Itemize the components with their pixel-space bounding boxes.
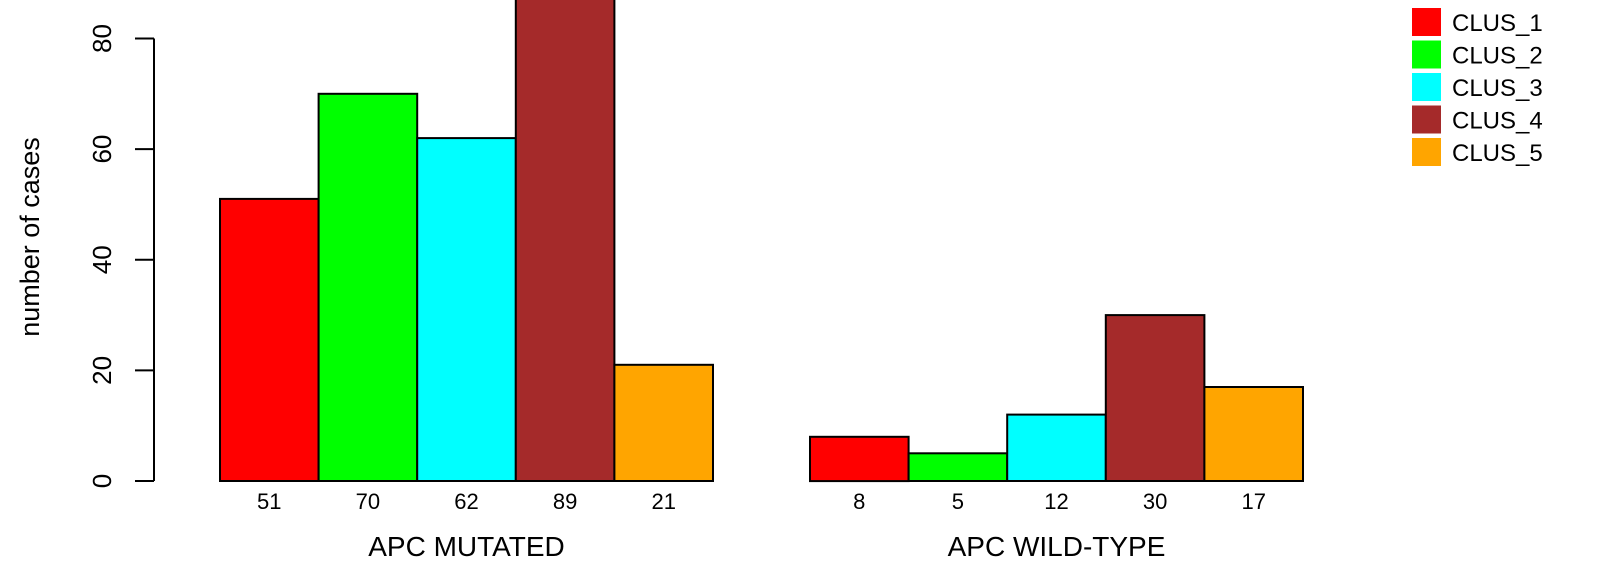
legend: CLUS_1 CLUS_2 CLUS_3 CLUS_4 CLUS_5 — [1412, 8, 1543, 167]
group-labels: APC MUTATED APC WILD-TYPE — [368, 531, 1165, 562]
bar-clus-4-group-1 — [514, 0, 616, 482]
legend-label: CLUS_4 — [1452, 108, 1543, 135]
legend-swatch-clus-1 — [1412, 8, 1441, 36]
bar-value-label: 30 — [1143, 489, 1167, 514]
y-tick-label: 0 — [87, 474, 117, 488]
bar-clus-1-group-2 — [809, 435, 910, 483]
legend-swatch-clus-2 — [1412, 40, 1441, 69]
y-axis-label: number of cases — [15, 137, 45, 337]
bar-value-label: 17 — [1241, 489, 1265, 514]
bar-clus-5-group-1 — [613, 363, 715, 482]
bars-layer — [219, 0, 1305, 483]
bar-clus-3-group-1 — [416, 137, 517, 482]
y-tick-label: 80 — [87, 24, 117, 53]
y-tick-label: 60 — [87, 135, 117, 164]
legend-label: CLUS_3 — [1452, 75, 1543, 102]
bar-clus-2-group-2 — [907, 452, 1009, 482]
legend-label: CLUS_2 — [1452, 43, 1543, 70]
bar-clus-5-group-2 — [1203, 386, 1305, 482]
bar-value-label: 21 — [651, 489, 675, 514]
bar-value-label: 62 — [454, 489, 478, 514]
legend-swatch-clus-3 — [1412, 73, 1441, 101]
y-tick-label: 40 — [87, 245, 117, 274]
bar-value-label: 51 — [257, 489, 281, 514]
group-label: APC MUTATED — [368, 531, 565, 562]
legend-swatch-clus-4 — [1412, 105, 1441, 134]
bar-clus-1-group-1 — [219, 197, 320, 482]
bar-value-label: 70 — [356, 489, 380, 514]
bar-value-label: 12 — [1044, 489, 1068, 514]
bar-value-label: 89 — [553, 489, 577, 514]
bar-clus-2-group-1 — [317, 92, 419, 483]
bar-clus-4-group-2 — [1104, 314, 1206, 482]
bar-value-label: 5 — [952, 489, 964, 514]
bar-value-labels: 51 70 62 89 21 8 5 12 30 17 — [257, 489, 1266, 514]
legend-swatch-clus-5 — [1412, 138, 1441, 166]
bar-clus-3-group-2 — [1006, 413, 1107, 483]
bar-value-label: 8 — [853, 489, 865, 514]
y-axis: 0 20 40 60 80 — [87, 24, 155, 488]
y-tick-label: 20 — [87, 356, 117, 385]
legend-label: CLUS_5 — [1452, 140, 1543, 167]
group-label: APC WILD-TYPE — [948, 531, 1166, 562]
legend-label: CLUS_1 — [1452, 10, 1543, 37]
